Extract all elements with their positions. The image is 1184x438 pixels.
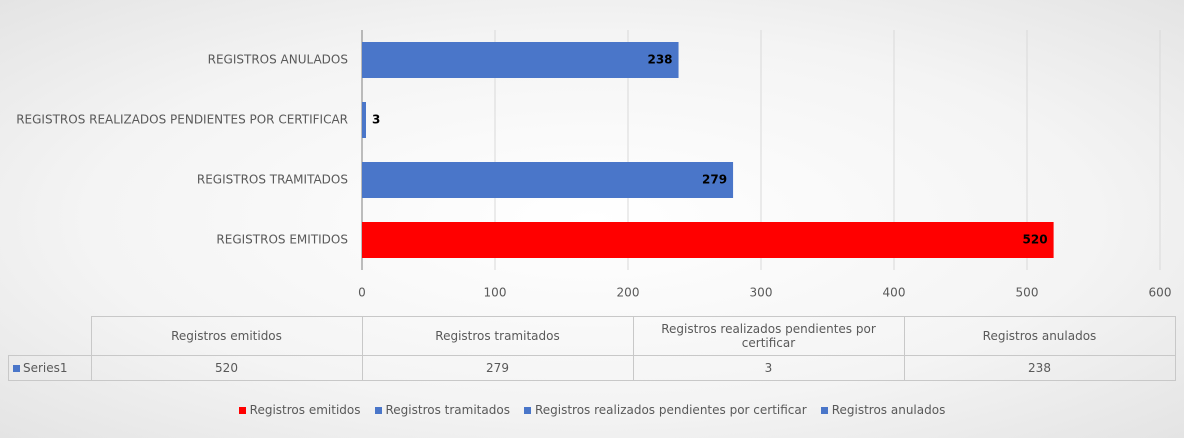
x-tick-label: 300 <box>750 286 773 300</box>
x-tick-label: 500 <box>1016 286 1039 300</box>
table-value: 238 <box>903 354 1176 381</box>
legend-item: Registros realizados pendientes por cert… <box>523 403 807 417</box>
legend-swatch <box>238 406 246 414</box>
table-header: Registros anulados <box>903 316 1176 356</box>
table-value: 279 <box>361 354 634 381</box>
corner-cell <box>8 316 92 356</box>
legend-label: Registros anulados <box>831 403 946 417</box>
legend-swatch <box>13 364 20 372</box>
legend-label: Registros realizados pendientes por cert… <box>534 403 807 417</box>
bar <box>362 42 679 78</box>
bar <box>362 222 1054 258</box>
table-data-row: Series1 520 279 3 238 <box>8 354 1176 381</box>
legend-label: Registros tramitados <box>385 403 510 417</box>
legend-swatch <box>374 406 382 414</box>
data-label: 238 <box>647 53 672 67</box>
y-tick-label: REGISTROS REALIZADOS PENDIENTES POR CERT… <box>16 113 348 127</box>
data-table: Registros emitidos Registros tramitados Re… <box>8 316 1176 381</box>
legend-label: Registros emitidos <box>249 403 361 417</box>
series-name: Series1 <box>23 360 68 375</box>
legend-item: Registros emitidos <box>238 403 361 417</box>
table-header: Registros tramitados <box>361 316 634 356</box>
x-tick-label: 600 <box>1149 286 1172 300</box>
x-tick-label: 100 <box>484 286 507 300</box>
x-tick-label: 200 <box>617 286 640 300</box>
table-value: 3 <box>632 354 905 381</box>
table-value: 520 <box>90 354 363 381</box>
table-row-label: Series1 <box>8 354 92 381</box>
y-tick-label: REGISTROS TRAMITADOS <box>197 173 348 187</box>
data-label: 3 <box>372 113 380 127</box>
table-header: Registros emitidos <box>90 316 363 356</box>
data-label: 520 <box>1023 233 1048 247</box>
bar <box>362 162 734 198</box>
legend-swatch <box>523 406 531 414</box>
table-header: Registros realizados pendientes por cert… <box>632 316 905 356</box>
legend: Registros emitidos Registros tramitados Re… <box>0 403 1184 417</box>
x-tick-label: 0 <box>358 286 366 300</box>
table-header-row: Registros emitidos Registros tramitados Re… <box>8 316 1176 356</box>
x-tick-label: 400 <box>883 286 906 300</box>
data-label: 279 <box>702 173 727 187</box>
bar <box>362 102 366 138</box>
legend-item: Registros anulados <box>820 403 946 417</box>
y-tick-label: REGISTROS EMITIDOS <box>216 233 348 247</box>
legend-item: Registros tramitados <box>374 403 510 417</box>
legend-swatch <box>820 406 828 414</box>
y-tick-label: REGISTROS ANULADOS <box>208 53 348 67</box>
chart: 0 100 200 300 400 500 600 520 REGISTROS EMITIDOS… <box>16 30 1172 300</box>
